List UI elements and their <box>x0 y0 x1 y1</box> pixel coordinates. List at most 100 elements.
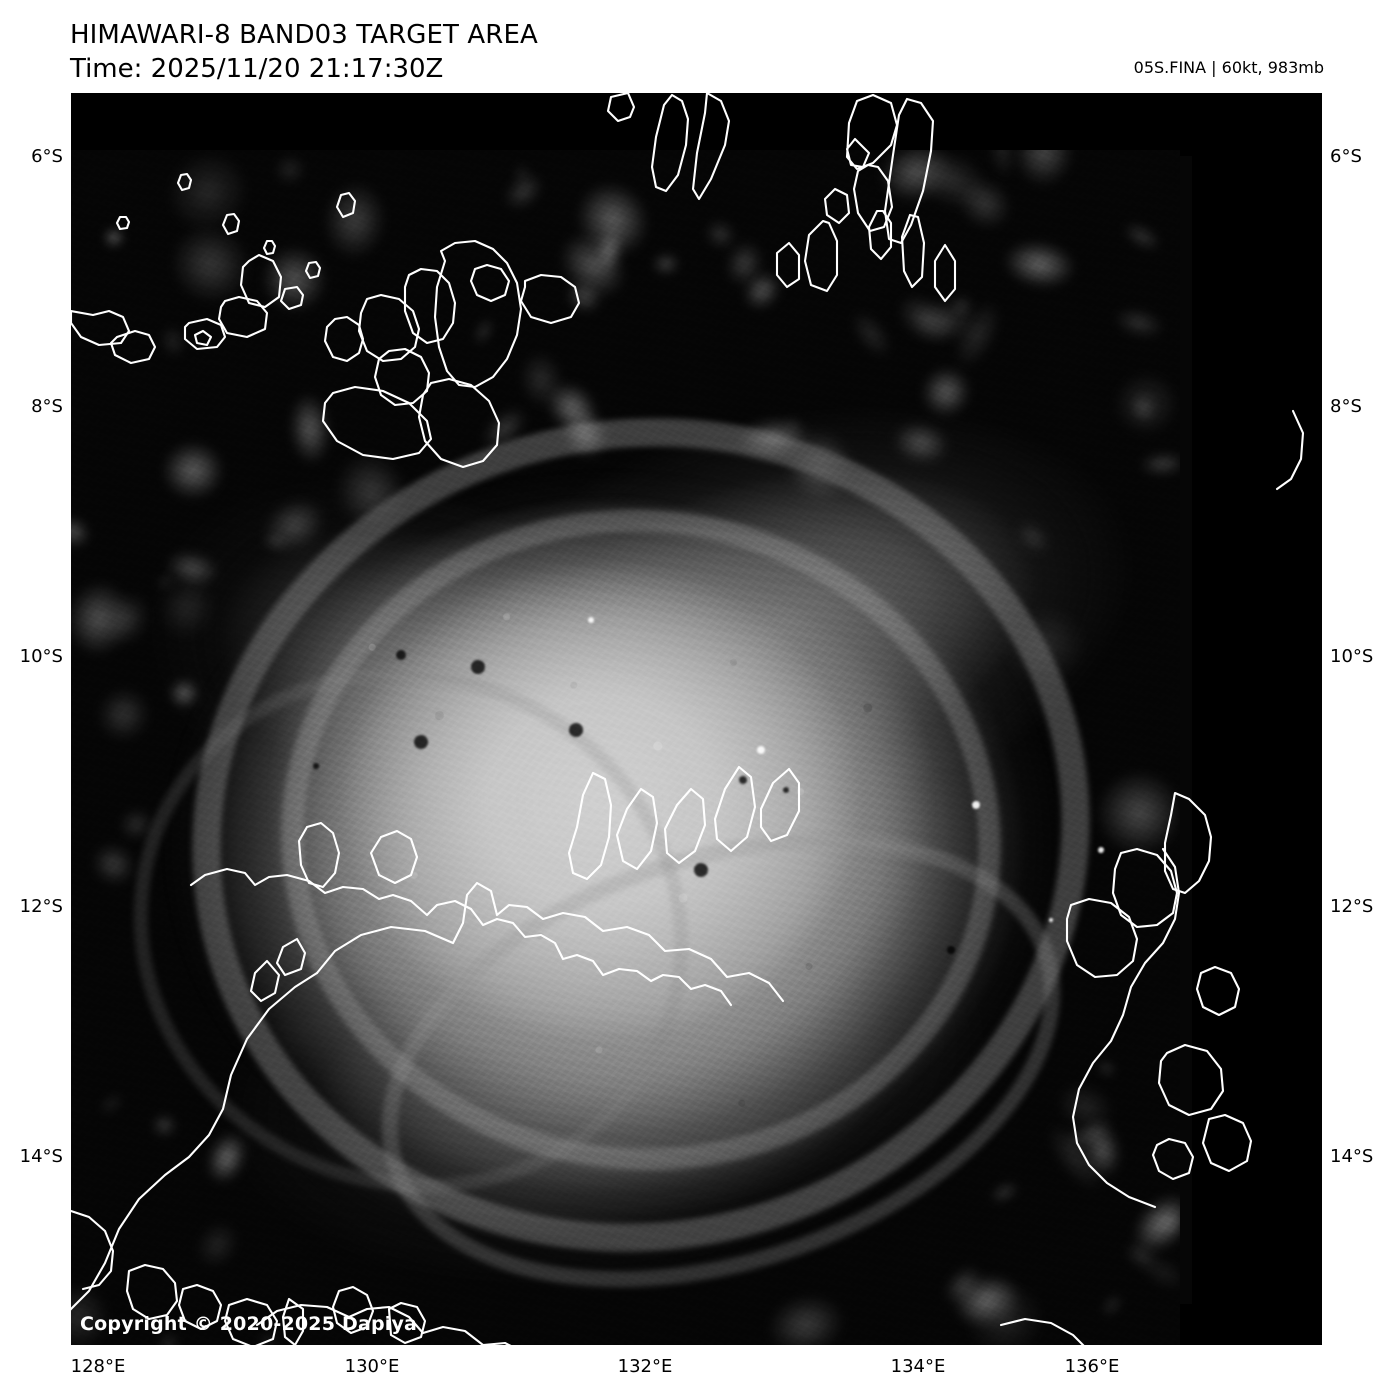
convective-texture <box>221 480 1061 1240</box>
overshooting-top-hole <box>782 786 790 794</box>
y-tick-right-3: 12°S <box>1330 896 1374 917</box>
coastline-timor-d <box>373 347 431 407</box>
y-tick-left-3: 12°S <box>19 896 63 917</box>
satellite-data-swath <box>71 150 1180 1345</box>
coastline-australia-arnhem-a <box>297 821 341 889</box>
coastline-small-island-10 <box>71 309 131 347</box>
coastline-east-b <box>1065 897 1139 979</box>
overshooting-top-bright <box>1097 846 1105 854</box>
coastline-small-island-1 <box>239 253 283 309</box>
coastline-small-island-8 <box>304 260 322 280</box>
coastline-island-north-h <box>867 209 893 261</box>
overshooting-top-hole <box>313 763 319 769</box>
coastline-timor-c <box>323 315 365 363</box>
coastline-island-north-k <box>803 219 839 293</box>
coastline-east-island-b <box>1157 1043 1225 1117</box>
overshooting-top-hole <box>947 946 955 954</box>
y-tick-left-1: 8°S <box>31 396 63 417</box>
coastline-australia-peninsula-b <box>615 787 659 871</box>
coastline-sumba <box>321 385 433 461</box>
coastline-south-inlet <box>281 1297 305 1345</box>
x-tick-1: 130°E <box>344 1356 400 1377</box>
coastline-south-c <box>177 1283 223 1331</box>
coastline-island-north-j <box>933 243 957 303</box>
overshooting-top-bright <box>587 616 595 624</box>
coastline-small-island-5 <box>176 172 193 192</box>
coastline-australia-north <box>189 867 733 1007</box>
coastline-island-north-c <box>691 93 731 201</box>
coastline-australia-inlet-b <box>275 937 307 977</box>
coastline-small-island-2 <box>279 285 305 311</box>
coastline-south-e <box>331 1285 375 1335</box>
overshooting-top-hole <box>395 649 407 661</box>
coastline-south-d <box>223 1297 279 1345</box>
y-tick-right-2: 10°S <box>1330 646 1374 667</box>
y-tick-right-0: 6°S <box>1330 146 1362 167</box>
coastline-east-island-a <box>1195 965 1241 1017</box>
coastline-australia-arnhem-b <box>369 829 419 885</box>
coastline-island-north-d <box>845 93 899 171</box>
copyright-label: Copyright © 2020-2025 Dapiya <box>80 1313 418 1335</box>
overshooting-top-hole <box>470 659 486 675</box>
y-tick-left-4: 14°S <box>19 1146 63 1167</box>
x-tick-4: 136°E <box>1064 1356 1120 1377</box>
x-tick-3: 134°E <box>890 1356 946 1377</box>
coastline-bottom-right <box>999 1317 1085 1345</box>
coastline-island-north-e <box>883 97 935 245</box>
swath-edge-step <box>1180 156 1192 1304</box>
coastline-small-island-4 <box>221 212 241 236</box>
satellite-image-plot[interactable]: Copyright © 2020-2025 Dapiya <box>71 93 1322 1345</box>
coastline-east-a <box>1111 847 1179 929</box>
coastline-island-north-a <box>606 93 636 123</box>
observation-time: Time: 2025/11/20 21:17:30Z <box>70 54 444 84</box>
coastline-timor-north <box>433 239 523 389</box>
grayscale-imagery <box>71 150 1180 1345</box>
coastline-small-island-11 <box>109 329 157 365</box>
coastline-south-b <box>125 1263 179 1321</box>
coastline-island-e2 <box>469 263 511 303</box>
page-title: HIMAWARI-8 BAND03 TARGET AREA <box>70 20 538 50</box>
coastline-south-f <box>387 1301 427 1345</box>
overshooting-top-bright <box>756 745 766 755</box>
x-tick-2: 132°E <box>617 1356 673 1377</box>
overshooting-top-hole <box>693 862 709 878</box>
coastline-australia-peninsula-c <box>663 787 707 865</box>
coastline-australia-bay <box>315 881 785 1003</box>
coastline-australia-west <box>71 971 319 1311</box>
coastline-island-north-i <box>900 213 926 289</box>
coastline-overlay <box>71 93 1305 1345</box>
coastline-timor-e <box>417 377 501 469</box>
y-tick-right-4: 14°S <box>1330 1146 1374 1167</box>
y-tick-left-0: 6°S <box>31 146 63 167</box>
coastline-island-north-g <box>823 187 851 225</box>
overshooting-top-bright <box>1048 917 1054 923</box>
coastline-australia-peninsula <box>567 771 613 881</box>
coastline-small-island-9 <box>217 295 269 339</box>
storm-meta-label: 05S.FINA | 60kt, 983mb <box>1133 58 1324 77</box>
coastline-island-north-b <box>650 93 690 193</box>
coastline-east-far <box>1275 409 1305 491</box>
sensor-noise-texture <box>71 150 1180 1345</box>
coastline-small-island-12 <box>183 317 227 351</box>
y-tick-left-2: 10°S <box>19 646 63 667</box>
coastline-south-a <box>71 1209 115 1291</box>
x-tick-0: 128°E <box>70 1356 126 1377</box>
overshooting-top-hole <box>413 734 429 750</box>
coastline-australia-peninsula-d <box>713 765 757 853</box>
overshooting-top-hole <box>569 723 583 737</box>
coastline-island-north-l <box>775 241 801 289</box>
coastline-east-island-c <box>1201 1113 1253 1173</box>
coastline-east-gulf <box>1163 791 1213 895</box>
coastline-island-e1 <box>519 273 581 325</box>
coastline-australia-peninsula-e <box>759 767 801 843</box>
coastline-small-island-6 <box>262 239 277 256</box>
y-tick-right-1: 8°S <box>1330 396 1362 417</box>
coastline-east-island-d <box>1151 1137 1195 1181</box>
coastline-small-island-7 <box>115 215 131 231</box>
coastline-timor-a <box>403 267 457 345</box>
coastline-australia-inlet-a <box>249 959 281 1003</box>
coastline-small-island-3 <box>335 191 357 219</box>
overshooting-top-bright <box>971 800 981 810</box>
coastline-east-main <box>1071 847 1181 1209</box>
